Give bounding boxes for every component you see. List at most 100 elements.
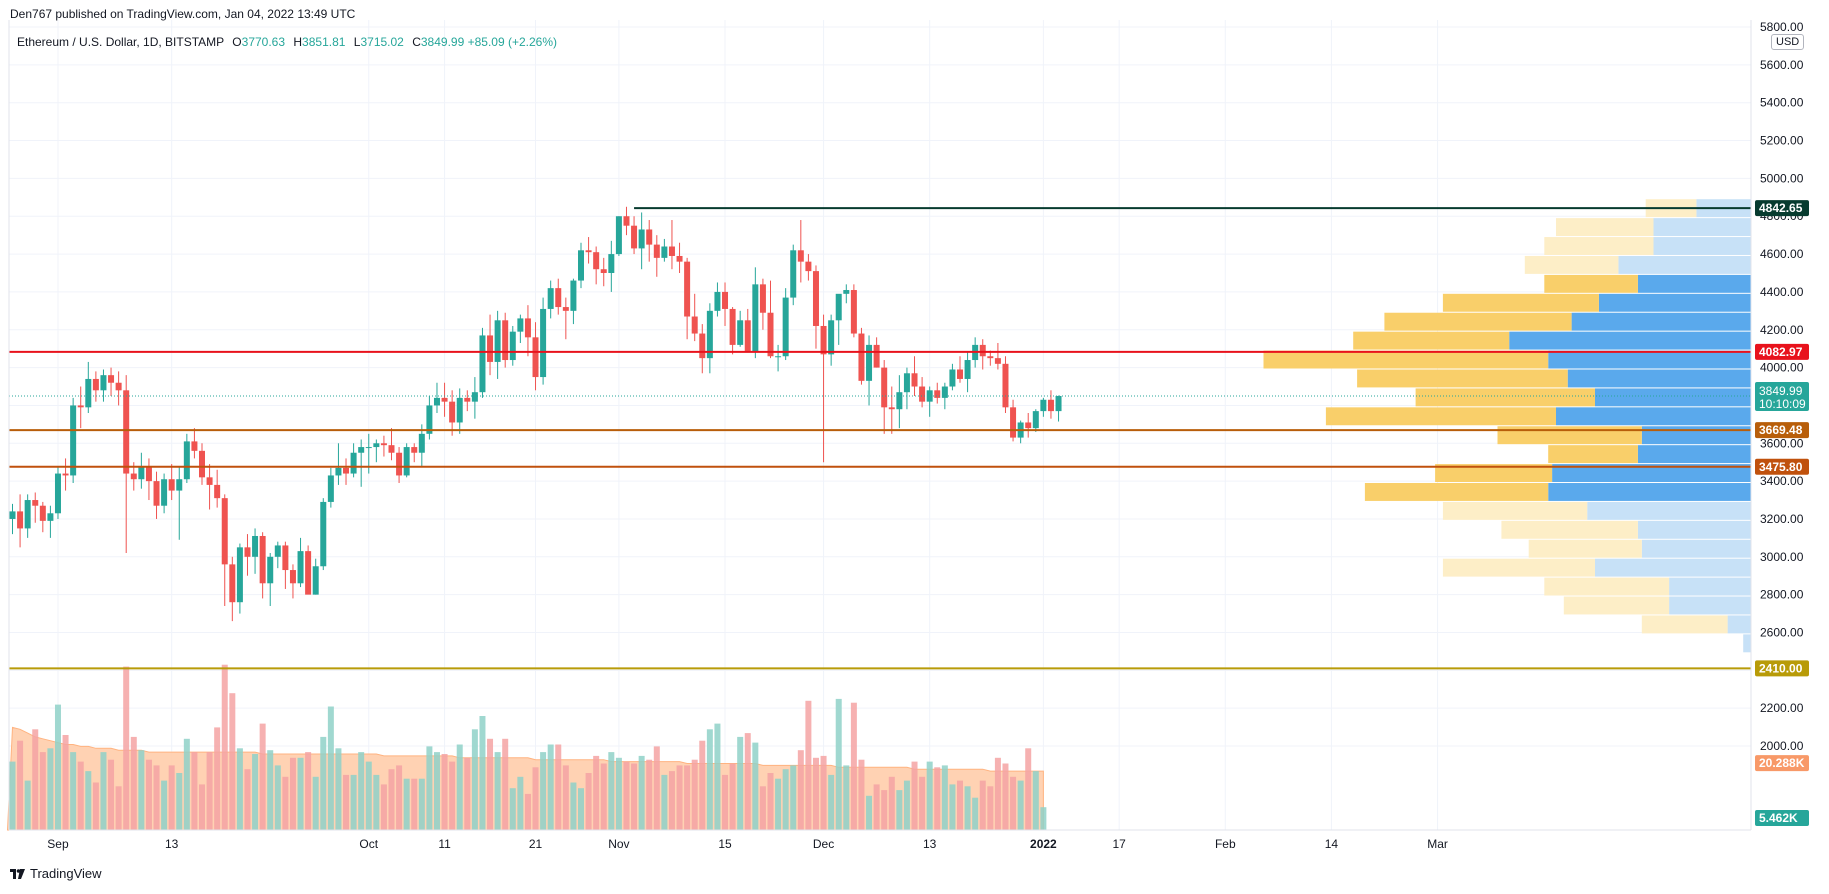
candle-body bbox=[327, 475, 334, 502]
candle-body bbox=[70, 405, 77, 476]
volume-bar bbox=[161, 780, 168, 830]
candle-body bbox=[252, 535, 259, 557]
candle-body bbox=[957, 369, 963, 379]
candle-body bbox=[911, 373, 918, 387]
vp-up-bar bbox=[1637, 445, 1751, 464]
volume-bar bbox=[312, 776, 319, 830]
candle-body bbox=[744, 320, 751, 353]
vp-down-bar bbox=[1544, 577, 1670, 596]
volume-bar bbox=[145, 759, 152, 830]
level-badge: 3669.48 bbox=[1759, 423, 1803, 437]
volume-bar bbox=[850, 702, 857, 830]
vp-up-bar bbox=[1548, 350, 1751, 369]
volume-bar bbox=[191, 752, 198, 830]
candle-body bbox=[835, 293, 842, 321]
volume-bar bbox=[911, 761, 918, 830]
candle-body bbox=[532, 337, 539, 378]
candle-body bbox=[994, 358, 1001, 364]
volume-bar bbox=[47, 748, 54, 830]
volume-bar bbox=[252, 754, 259, 830]
volume-bar bbox=[396, 765, 403, 830]
vp-up-bar bbox=[1743, 634, 1751, 653]
candle-body bbox=[684, 261, 691, 317]
volume-bar bbox=[805, 700, 812, 830]
volume-bar bbox=[327, 706, 334, 830]
volume-bar bbox=[441, 754, 448, 830]
vp-up-bar bbox=[1509, 331, 1751, 350]
candle-body bbox=[782, 297, 789, 357]
candle-body bbox=[108, 375, 115, 383]
volume-bar bbox=[9, 761, 16, 830]
volume-bar bbox=[722, 774, 729, 830]
volume-bar bbox=[305, 752, 312, 830]
volume-bar bbox=[343, 774, 350, 830]
candle-body bbox=[464, 397, 471, 402]
vp-up-bar bbox=[1618, 255, 1751, 274]
volume-ma-badge: 20.288K bbox=[1759, 756, 1805, 770]
candle-body bbox=[722, 291, 729, 309]
candle-body bbox=[130, 473, 137, 480]
candle-body bbox=[714, 291, 721, 311]
tradingview-footer[interactable]: TradingView bbox=[10, 866, 102, 881]
candle-body bbox=[926, 390, 933, 402]
volume-bar bbox=[994, 757, 1001, 830]
volume-bar bbox=[941, 765, 948, 830]
candle-body bbox=[267, 556, 274, 584]
candle-body bbox=[752, 284, 759, 353]
candle-body bbox=[1055, 395, 1062, 412]
vp-down-bar bbox=[1415, 388, 1595, 407]
candle-body bbox=[358, 447, 365, 453]
volume-bar bbox=[373, 774, 380, 830]
level-badge-bg bbox=[1755, 458, 1809, 475]
volume-bar bbox=[585, 773, 592, 830]
volume-bar bbox=[244, 769, 251, 830]
candle-body bbox=[161, 479, 168, 506]
volume-bar bbox=[881, 790, 888, 830]
volume-bar bbox=[517, 776, 524, 830]
candle-body bbox=[1010, 407, 1017, 438]
vp-up-bar bbox=[1641, 426, 1751, 445]
candle-body bbox=[403, 447, 410, 476]
candle-body bbox=[312, 566, 319, 595]
price-tick-label: 4000.00 bbox=[1760, 361, 1804, 375]
price-tick-label: 4200.00 bbox=[1760, 323, 1804, 337]
candle-body bbox=[388, 445, 395, 453]
volume-bar bbox=[676, 765, 683, 830]
vp-down-bar bbox=[1528, 539, 1642, 558]
vp-down-bar bbox=[1442, 501, 1588, 520]
volume-bar bbox=[858, 759, 865, 830]
candle-body bbox=[1032, 411, 1039, 429]
tradingview-logo-icon bbox=[10, 868, 25, 879]
volume-bar bbox=[532, 767, 539, 830]
volume-bar bbox=[744, 733, 751, 830]
candle-body bbox=[456, 397, 463, 423]
volume-bar bbox=[638, 755, 645, 830]
candle-body bbox=[615, 216, 622, 255]
volume-bar bbox=[737, 736, 744, 830]
volume-bar bbox=[714, 723, 721, 830]
candle-body bbox=[934, 390, 941, 398]
volume-bar bbox=[502, 738, 509, 830]
vp-up-bar bbox=[1548, 483, 1751, 501]
candle-body bbox=[873, 344, 880, 368]
candle-body bbox=[32, 500, 39, 506]
vp-down-bar bbox=[1544, 237, 1654, 255]
candle-body bbox=[168, 479, 175, 491]
candle-body bbox=[85, 378, 92, 408]
time-tick-label: 13 bbox=[165, 837, 179, 851]
price-tick-label: 3400.00 bbox=[1760, 474, 1804, 488]
volume-bar bbox=[540, 752, 547, 830]
open-label: O bbox=[232, 35, 242, 49]
currency-selector[interactable]: USD bbox=[1771, 34, 1805, 50]
volume-profile bbox=[1263, 199, 1751, 653]
candle-body bbox=[471, 392, 478, 402]
candle-body bbox=[759, 284, 766, 313]
volume-bar bbox=[289, 757, 296, 830]
time-tick-label: Nov bbox=[608, 837, 629, 851]
time-tick-label: Mar bbox=[1427, 837, 1448, 851]
candle-body bbox=[805, 261, 812, 272]
volume-bar bbox=[449, 761, 456, 830]
high-label: H bbox=[293, 35, 303, 49]
volume-bar bbox=[509, 788, 516, 830]
